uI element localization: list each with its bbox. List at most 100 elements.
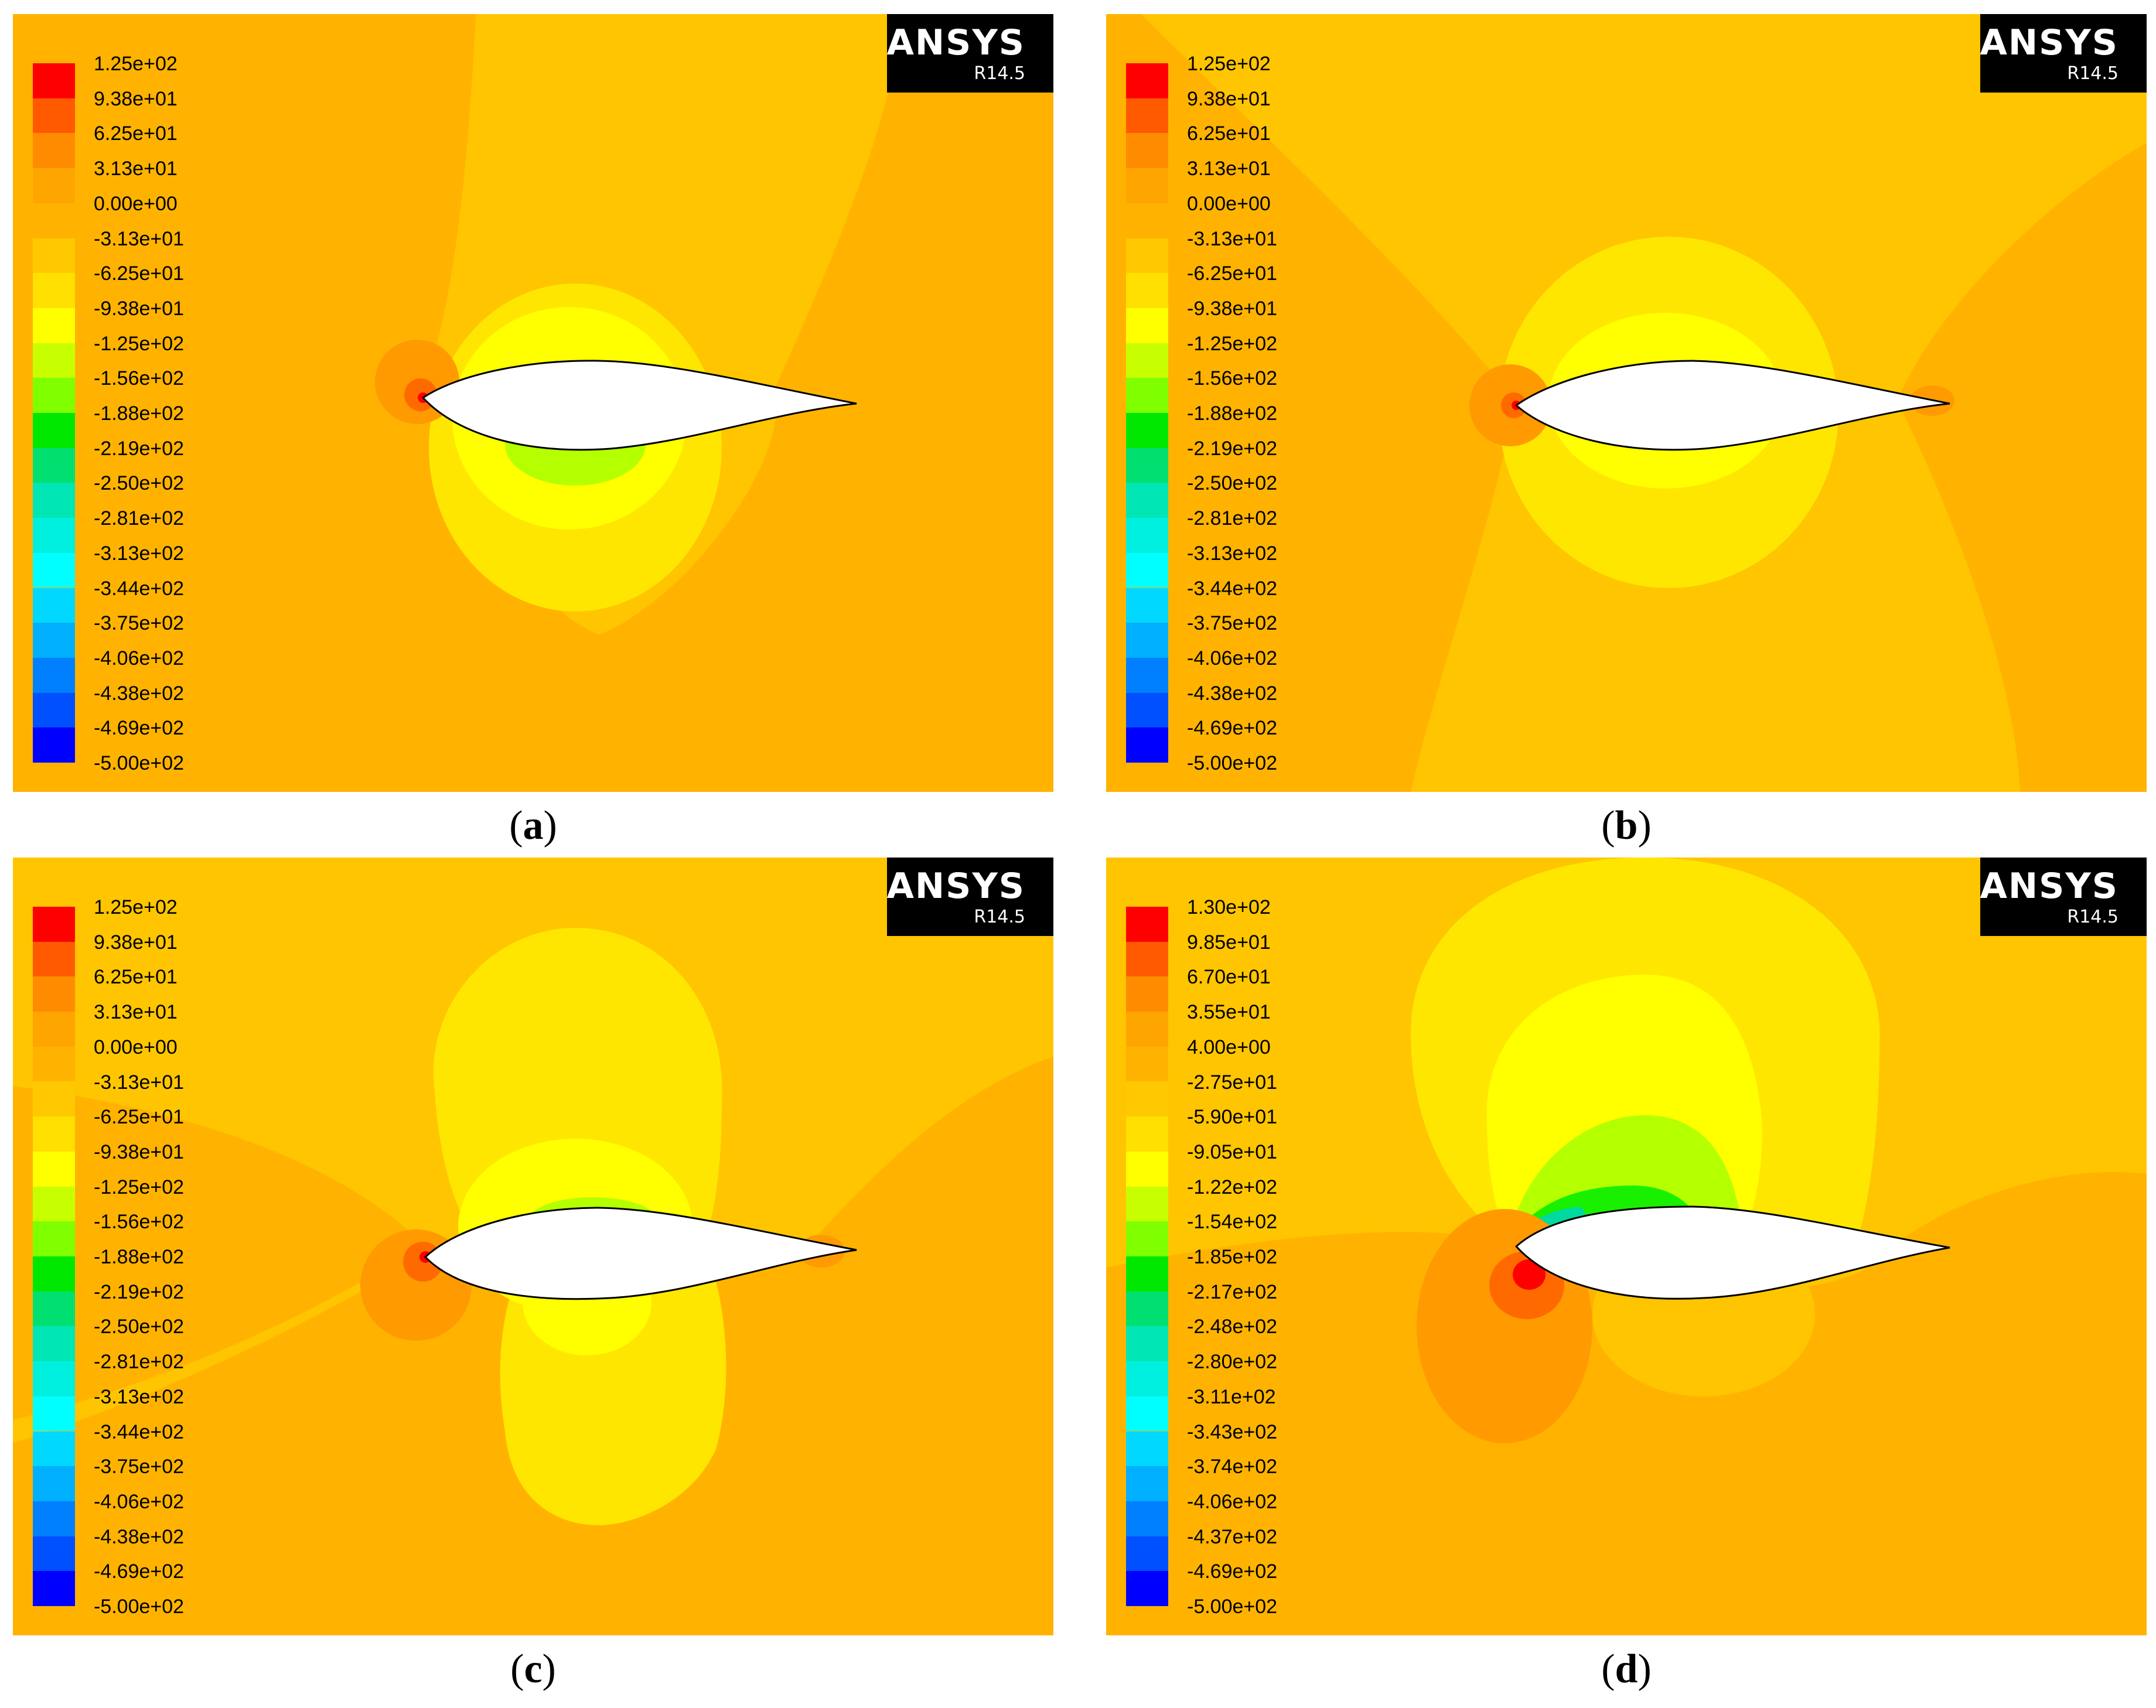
- legend-label: -5.90e+01: [1187, 1106, 1278, 1129]
- legend-label: -3.13e+01: [94, 227, 185, 250]
- legend-swatch: [1126, 692, 1168, 728]
- legend-label: 1.25e+02: [94, 53, 178, 75]
- legend-swatch: [33, 448, 75, 483]
- legend-label: -2.19e+02: [94, 1280, 185, 1303]
- legend-label: -9.05e+01: [1187, 1140, 1278, 1163]
- legend-swatch: [33, 692, 75, 728]
- legend-swatch: [33, 133, 75, 169]
- legend-swatch: [1126, 483, 1168, 518]
- logo-brand: ANSYS: [886, 866, 1025, 907]
- legend-swatch: [33, 1186, 75, 1222]
- legend-swatch: [33, 308, 75, 343]
- legend-swatch: [1126, 1256, 1168, 1292]
- legend-label: -4.69e+02: [1187, 1560, 1278, 1583]
- legend-label: -2.17e+02: [1187, 1280, 1278, 1303]
- legend-label: -3.75e+02: [94, 612, 185, 635]
- legend-swatch: [1126, 378, 1168, 413]
- legend-swatch: [1126, 1012, 1168, 1047]
- legend-swatch: [33, 623, 75, 658]
- legend-swatch: [1126, 1571, 1168, 1606]
- legend-label: -6.25e+01: [1187, 262, 1278, 285]
- legend-label: 4.00e+00: [1187, 1036, 1271, 1058]
- legend-swatch: [1126, 203, 1168, 238]
- legend-label: -1.88e+02: [94, 402, 185, 425]
- legend-label: 3.13e+01: [94, 1001, 178, 1024]
- legend-label: 6.25e+01: [1187, 122, 1271, 145]
- legend-label: -1.56e+02: [1187, 367, 1278, 390]
- legend-label: -3.74e+02: [1187, 1456, 1278, 1478]
- legend-swatch: [1126, 1501, 1168, 1536]
- legend-label: -9.38e+01: [94, 297, 185, 320]
- legend-swatch: [1126, 976, 1168, 1012]
- legend-swatch: [33, 273, 75, 308]
- legend-swatch: [1126, 587, 1168, 623]
- legend-label: -1.56e+02: [94, 367, 185, 390]
- legend-swatch: [33, 976, 75, 1012]
- legend-label: 9.85e+01: [1187, 931, 1271, 954]
- legend-swatch: [1126, 448, 1168, 483]
- legend-label: 0.00e+00: [94, 192, 178, 215]
- legend-swatch: [1126, 1116, 1168, 1152]
- legend-swatch: [33, 483, 75, 518]
- legend-label: -2.50e+02: [94, 472, 185, 495]
- legend-label: -1.85e+02: [1187, 1246, 1278, 1268]
- legend-swatch: [1126, 273, 1168, 308]
- legend-label: -1.22e+02: [1187, 1176, 1278, 1198]
- legend-label: -5.00e+02: [1187, 752, 1278, 774]
- logo-brand: ANSYS: [1980, 866, 2119, 907]
- legend-label: -3.13e+02: [1187, 542, 1278, 565]
- legend-swatch: [1126, 63, 1168, 98]
- legend-label: 6.25e+01: [94, 966, 178, 989]
- contour-panel-c: 1.25e+02 9.38e+01 6.25e+01 3.13e+01 0.00e+00…: [13, 858, 1053, 1635]
- legend-label: -1.88e+02: [1187, 402, 1278, 425]
- logo-version: R14.5: [2067, 63, 2119, 84]
- legend-swatch: [1126, 1326, 1168, 1362]
- legend-swatch: [1126, 657, 1168, 693]
- legend-swatch: [33, 1466, 75, 1501]
- legend-swatch: [1126, 1291, 1168, 1327]
- contour-panel-b: 1.25e+02 9.38e+01 6.25e+01 3.13e+01 0.00e+00…: [1106, 14, 2147, 792]
- legend-label: -3.13e+01: [1187, 227, 1278, 250]
- legend-label: -4.06e+02: [1187, 647, 1278, 669]
- legend-label: -5.00e+02: [94, 1596, 185, 1618]
- legend-label: 1.30e+02: [1187, 896, 1271, 918]
- legend-label: -9.38e+01: [94, 1140, 185, 1163]
- legend-label: -3.43e+02: [1187, 1420, 1278, 1443]
- legend-swatch: [1126, 552, 1168, 588]
- legend-label: -3.44e+02: [94, 1420, 185, 1443]
- ansys-logo: ANSYS R14.5: [886, 858, 1053, 936]
- legend-swatch: [33, 203, 75, 238]
- legend-label: 6.25e+01: [94, 122, 178, 145]
- legend-swatch: [33, 1151, 75, 1187]
- legend-swatch: [33, 1046, 75, 1082]
- logo-version: R14.5: [2067, 907, 2119, 927]
- legend-swatch: [33, 413, 75, 448]
- legend-swatch: [1126, 238, 1168, 274]
- legend-label: -2.81e+02: [1187, 507, 1278, 530]
- legend-label: -2.81e+02: [94, 1351, 185, 1374]
- legend-label: -4.06e+02: [94, 647, 185, 669]
- legend-swatch: [1126, 1081, 1168, 1117]
- pressure-contour-field: [13, 858, 1053, 1635]
- legend-swatch: [1126, 1151, 1168, 1187]
- legend-swatch: [1126, 1046, 1168, 1082]
- legend-label: -3.75e+02: [1187, 612, 1278, 635]
- legend-label: -4.38e+02: [1187, 682, 1278, 705]
- legend-label: -1.25e+02: [94, 332, 185, 355]
- logo-version: R14.5: [974, 907, 1025, 927]
- legend-label: -5.00e+02: [94, 752, 185, 774]
- legend-swatch: [1126, 413, 1168, 448]
- legend-label: -2.50e+02: [94, 1316, 185, 1338]
- legend-label: -4.37e+02: [1187, 1525, 1278, 1548]
- legend-swatch: [1126, 168, 1168, 203]
- legend-swatch: [33, 1501, 75, 1536]
- legend-swatch: [1126, 98, 1168, 134]
- legend-label: -3.44e+02: [94, 577, 185, 600]
- legend-label: -1.56e+02: [94, 1211, 185, 1234]
- legend-label: 9.38e+01: [94, 931, 178, 954]
- legend-swatch: [33, 238, 75, 274]
- legend-swatch: [33, 1256, 75, 1292]
- legend-label: -2.19e+02: [1187, 437, 1278, 460]
- legend-swatch: [33, 1536, 75, 1572]
- legend-label: -2.81e+02: [94, 507, 185, 530]
